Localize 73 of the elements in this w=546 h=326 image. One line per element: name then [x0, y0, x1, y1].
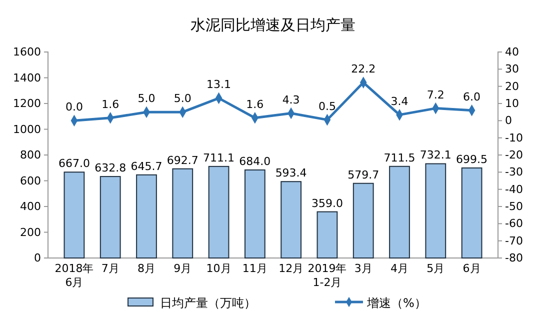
bar [352, 182, 374, 258]
y2-tick-label: -20 [505, 148, 523, 162]
data-label: 5.0 [138, 92, 156, 106]
x-tick-label: 6月 [462, 262, 481, 275]
x-tick-label: 8月 [137, 262, 156, 275]
data-label: 4.3 [282, 93, 300, 106]
bar [208, 166, 230, 258]
y2-tick-label: -30 [505, 166, 523, 179]
data-label: 699.5 [456, 152, 488, 166]
y2-tick-label: -40 [505, 182, 523, 196]
y-tick-label: 800 [20, 148, 41, 162]
x-tick-label: 2018年 6月 [54, 262, 94, 289]
bar [425, 163, 446, 258]
x-tick-label: 5月 [426, 262, 445, 275]
bar [316, 211, 338, 258]
legend-label: 日均产量（万吨） [160, 296, 256, 310]
bar [389, 166, 410, 258]
bar [172, 168, 194, 258]
data-label: 359.0 [311, 196, 343, 210]
y2-tick-label: -80 [505, 252, 523, 265]
bar [461, 167, 482, 258]
data-label: 667.0 [58, 157, 90, 170]
data-label: 1.6 [102, 98, 120, 111]
y2-tick-label: 0 [505, 114, 512, 128]
data-label: 5.0 [174, 92, 192, 106]
y-tick-label: 200 [20, 226, 41, 239]
data-label: 0.0 [65, 100, 83, 114]
data-label: 13.1 [206, 78, 232, 92]
y-tick-label: 1400 [13, 71, 41, 84]
data-label: 684.0 [239, 154, 271, 168]
data-label: 0.5 [318, 100, 336, 113]
data-label: 579.7 [348, 168, 380, 182]
data-label: 632.8 [94, 162, 126, 175]
data-label: 692.7 [166, 154, 198, 167]
data-label: 645.7 [130, 160, 162, 173]
y2-tick-label: 10 [505, 97, 519, 110]
y2-tick-label: -60 [505, 217, 523, 230]
data-label: 1.6 [246, 98, 264, 111]
y-tick-label: 0 [34, 252, 41, 265]
data-label: 593.4 [275, 166, 307, 180]
y-tick-label: 1000 [13, 122, 41, 136]
data-label: 7.2 [426, 88, 444, 102]
y2-tick-label: 30 [505, 62, 519, 76]
y-tick-label: 1200 [13, 97, 41, 110]
y2-tick-label: 40 [505, 46, 519, 59]
x-tick-label: 4月 [390, 262, 409, 275]
bar [64, 172, 85, 258]
y2-tick-label: -10 [505, 131, 523, 144]
y2-tick-label: -50 [505, 200, 523, 214]
x-tick-label: 10月 [206, 262, 232, 275]
x-tick-label: 3月 [354, 262, 372, 275]
data-label: 711.5 [384, 151, 416, 164]
legend-label: 增速（%） [366, 296, 426, 310]
data-label: 6.0 [463, 90, 481, 104]
data-label: 711.1 [203, 151, 235, 164]
chart-title: 水泥同比增速及日均产量 [190, 16, 356, 34]
y2-tick-label: 20 [505, 80, 519, 93]
y-tick-label: 1600 [13, 46, 41, 59]
data-label: 3.4 [390, 94, 408, 108]
x-tick-label: 7月 [101, 262, 120, 275]
y2-tick-label: -70 [505, 234, 523, 248]
y-tick-label: 600 [20, 174, 41, 188]
x-tick-label: 2019年 1-2月 [308, 262, 347, 289]
x-tick-label: 12月 [278, 262, 304, 275]
data-label: 732.1 [420, 148, 452, 162]
bar [280, 181, 302, 258]
x-tick-label: 9月 [174, 262, 192, 275]
bar [100, 176, 121, 258]
data-label: 22.2 [351, 62, 376, 76]
bar [244, 169, 266, 258]
bar [136, 174, 157, 258]
y-tick-label: 400 [20, 200, 41, 214]
x-tick-label: 11月 [242, 262, 268, 275]
